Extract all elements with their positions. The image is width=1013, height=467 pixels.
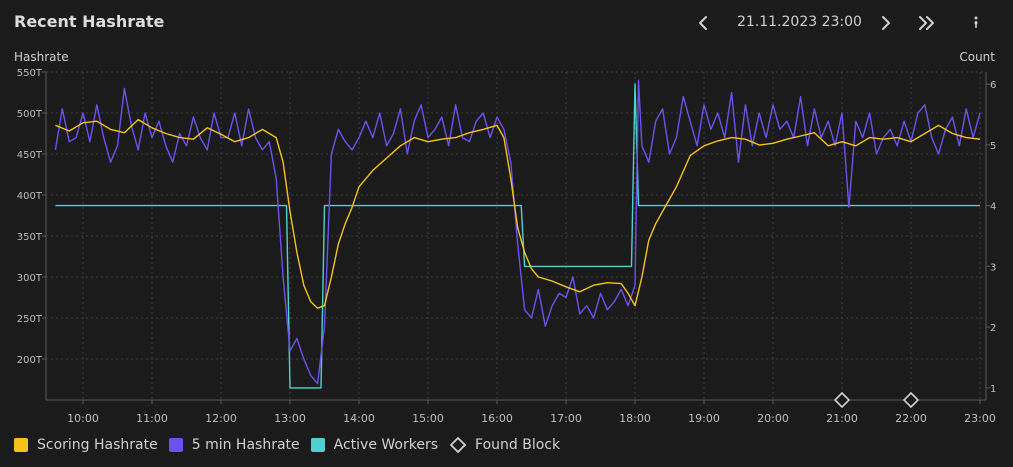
x-tick-label: 16:00: [481, 412, 513, 425]
chart-legend: Scoring Hashrate 5 min Hashrate Active W…: [14, 436, 571, 454]
x-tick-label: 12:00: [205, 412, 237, 425]
x-tick-label: 10:00: [67, 412, 99, 425]
found-block-marker: [833, 391, 851, 409]
chevron-left-icon: [699, 16, 707, 30]
chart-title: Recent Hashrate: [14, 12, 165, 31]
y-left-tick-label: 550T: [17, 68, 43, 79]
y-left-tick-label: 350T: [17, 232, 43, 243]
x-tick-label: 13:00: [274, 412, 306, 425]
y-right-tick-label: 6: [990, 80, 996, 91]
more-options-button[interactable]: [963, 10, 989, 36]
x-tick-label: 20:00: [757, 412, 789, 425]
double-chevron-right-icon: [919, 16, 934, 30]
y-right-tick-label: 1: [990, 384, 996, 395]
date-display: 21.11.2023 23:00: [737, 14, 862, 30]
scoring-hashrate-swatch: [14, 438, 28, 452]
vertical-menu-icon: [974, 16, 978, 28]
chevron-right-icon: [882, 16, 890, 30]
y-left-tick-label: 400T: [17, 191, 43, 202]
y-left-tick-label: 200T: [17, 355, 43, 366]
y-left-tick-label: 300T: [17, 273, 43, 284]
x-tick-label: 19:00: [688, 412, 720, 425]
y-left-tick-label: 250T: [17, 314, 43, 325]
jump-to-latest-button[interactable]: [914, 10, 940, 36]
diamond-icon: [449, 436, 467, 454]
legend-item-5min-hashrate[interactable]: 5 min Hashrate: [168, 437, 300, 453]
found-block-marker: [902, 391, 920, 409]
active-workers-swatch: [310, 438, 325, 452]
legend-label: Active Workers: [333, 437, 439, 453]
legend-item-active-workers[interactable]: Active Workers: [310, 437, 439, 453]
legend-item-scoring-hashrate[interactable]: Scoring Hashrate: [14, 437, 158, 453]
x-tick-label: 21:00: [826, 412, 858, 425]
y-right-tick-label: 5: [990, 141, 996, 152]
scoring-hashrate-line: [55, 118, 981, 309]
x-tick-label: 23:00: [964, 412, 996, 425]
y-right-tick-label: 3: [990, 262, 996, 273]
hashrate-chart[interactable]: 200T 250T 300T 350T 400T 450T 500T 550T 1 2 3 4 5 6 10…: [0, 0, 1013, 430]
y-right-tick-label: 2: [990, 323, 996, 334]
previous-button[interactable]: [691, 10, 717, 36]
5-min-hashrate-line: [54, 79, 981, 385]
5min-hashrate-swatch: [168, 438, 183, 452]
active-workers-line: [55, 83, 980, 389]
y-right-tick-label: 4: [990, 202, 996, 213]
x-tick-label: 14:00: [343, 412, 375, 425]
legend-item-found-block[interactable]: Found Block: [449, 436, 560, 454]
x-tick-label: 17:00: [550, 412, 582, 425]
x-tick-label: 18:00: [619, 412, 651, 425]
x-tick-label: 22:00: [895, 412, 927, 425]
x-tick-label: 11:00: [136, 412, 168, 425]
legend-label: Scoring Hashrate: [37, 437, 158, 453]
next-button[interactable]: [872, 10, 898, 36]
legend-label: Found Block: [475, 437, 561, 453]
x-tick-label: 15:00: [412, 412, 444, 425]
legend-label: 5 min Hashrate: [191, 437, 300, 453]
right-axis-title: Count: [959, 50, 995, 64]
y-left-tick-label: 500T: [17, 109, 43, 120]
left-axis-title: Hashrate: [14, 50, 69, 64]
y-left-tick-label: 450T: [17, 150, 43, 161]
